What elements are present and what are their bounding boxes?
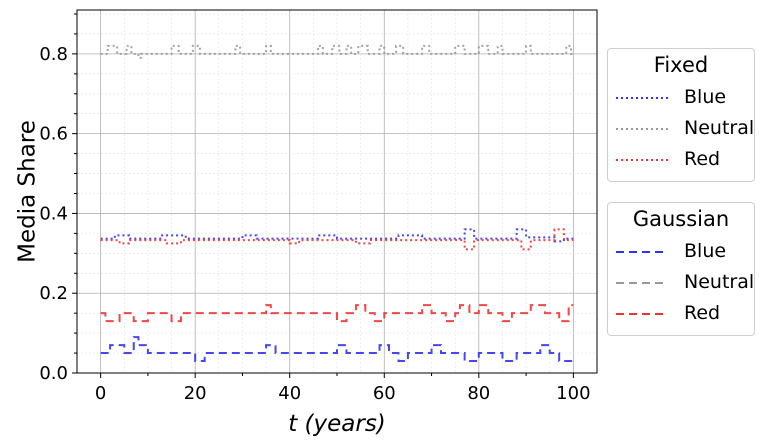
series-gaussian-4 (100, 336, 574, 363)
legend-title: Fixed (653, 53, 709, 77)
legend-entry: Red (616, 148, 754, 172)
y-tick-label: 0.4 (39, 203, 68, 224)
y-tick-label: 0.2 (39, 283, 68, 304)
x-tick-label: 20 (184, 383, 207, 404)
legend-entry: Neutral (616, 117, 754, 141)
legend-swatch (616, 159, 668, 161)
legend-swatch (616, 128, 668, 130)
y-tick-label: 0.0 (39, 363, 68, 384)
legend-entry: Red (616, 302, 754, 326)
legend-swatch (616, 251, 668, 253)
y-tick-label: 0.6 (39, 124, 68, 145)
series-fixed-0 (100, 44, 574, 59)
legend-label: Blue (684, 86, 727, 108)
legend-label: Neutral (684, 117, 755, 139)
plot-series (100, 44, 574, 363)
legend-swatch (616, 313, 668, 315)
y-tick-label: 0.8 (39, 44, 68, 65)
legend-gaussian: Gaussian Blue Neutral Red (607, 202, 755, 336)
x-tick-label: 40 (278, 383, 301, 404)
x-tick-label: 60 (373, 383, 396, 404)
axis-ticks: 0 20 40 60 80 100 0.0 0.2 0.4 0.6 0.8 (39, 13, 591, 404)
legend-swatch (616, 282, 668, 284)
x-tick-label: 0 (95, 383, 106, 404)
legend-entry: Blue (616, 240, 754, 264)
legend-label: Red (684, 302, 721, 324)
x-tick-label: 100 (556, 383, 590, 404)
legend-entry: Neutral (616, 271, 754, 295)
y-axis-label: Media Share (15, 120, 41, 263)
legend-swatch (616, 97, 668, 99)
legend-label: Red (684, 148, 721, 170)
legend-fixed: Fixed Blue Neutral Red (607, 48, 755, 182)
legend-label: Blue (684, 240, 727, 262)
x-tick-label: 80 (467, 383, 490, 404)
grid-lines (77, 10, 597, 374)
legend-title: Gaussian (632, 207, 730, 231)
legend-entry: Blue (616, 86, 754, 110)
series-fixed-2 (100, 228, 574, 251)
legend-label: Neutral (684, 271, 755, 293)
series-gaussian-3 (100, 304, 574, 323)
x-axis-label: t (years) (288, 411, 386, 437)
